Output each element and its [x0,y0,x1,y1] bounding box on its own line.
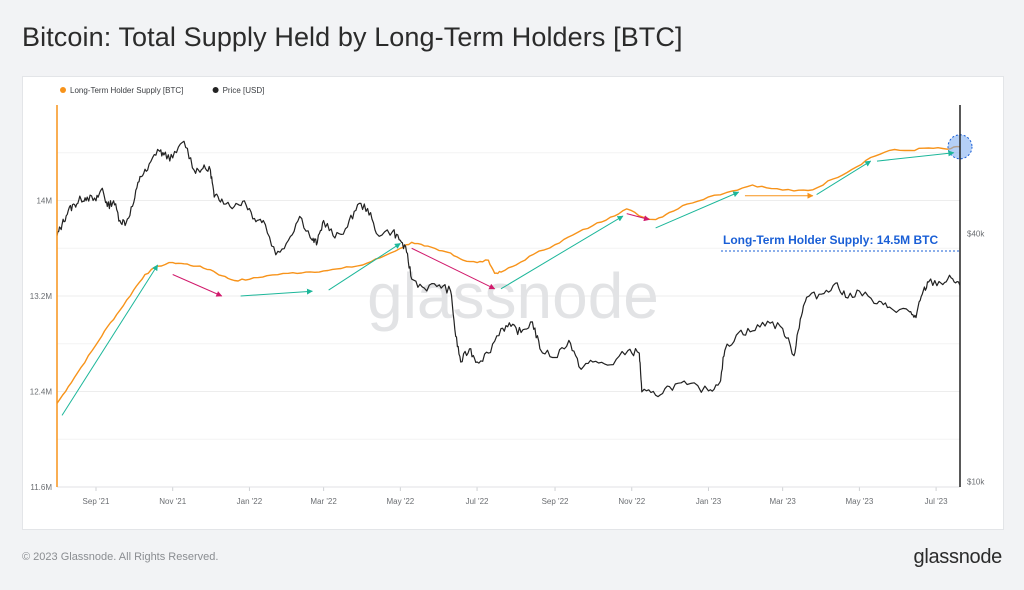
y-right-tick-label: $10k [967,478,985,487]
chart[interactable]: glassnode Long-Term Holder Supply: 14.5M… [23,77,1003,529]
x-tick-label: Mar '22 [310,497,337,506]
chart-panel: glassnode Long-Term Holder Supply: 14.5M… [22,76,1004,530]
trend-arrow [411,247,496,290]
x-tick-label: Jul '22 [466,497,489,506]
y-right-tick-label: $40k [967,229,985,238]
x-tick-label: Sep '22 [542,497,569,506]
legend-item-price[interactable]: Price [USD] [212,86,265,95]
x-tick-label: Mar '23 [769,497,796,506]
legend-label: Price [USD] [223,86,265,95]
trend-arrow [240,288,313,297]
watermark: glassnode [367,260,659,332]
trend-arrow [172,274,223,297]
y-left-tick-label: 12.4M [30,388,53,397]
legend-label: Long-Term Holder Supply [BTC] [70,86,183,95]
x-tick-label: Jan '22 [237,497,263,506]
footer-copyright: © 2023 Glassnode. All Rights Reserved. [22,551,219,563]
y-left-tick-label: 14M [36,197,52,206]
x-tick-label: May '22 [386,497,414,506]
callout-label: Long-Term Holder Supply: 14.5M BTC [723,233,938,247]
trend-arrow [500,215,624,290]
legend-dot [212,87,219,93]
legend-item-lth-supply[interactable]: Long-Term Holder Supply [BTC] [60,86,183,95]
trend-arrow [816,160,872,195]
trend-arrow [655,191,740,229]
page-title: Bitcoin: Total Supply Held by Long-Term … [22,22,683,52]
series-line-lth-supply [56,145,961,404]
trend-arrow [61,264,159,416]
x-tick-label: May '23 [846,497,874,506]
trend-arrow [626,213,650,222]
footer-logo[interactable]: glassnode [913,546,1003,568]
trend-arrow [328,243,401,291]
x-tick-label: Jan '23 [696,497,722,506]
x-tick-label: Sep '21 [83,497,110,506]
legend-dot [60,87,66,93]
x-tick-label: Nov '21 [159,497,186,506]
trend-arrow [876,150,955,162]
x-tick-label: Nov '22 [618,497,645,506]
y-left-tick-label: 11.6M [30,483,52,492]
legend[interactable]: Long-Term Holder Supply [BTC] Price [USD] [60,86,264,95]
series-line-price [56,140,961,398]
grid-layer [57,152,960,488]
x-tick-label: Jul '23 [925,497,948,506]
y-left-tick-label: 13.2M [30,292,53,301]
axis-layer: 11.6M 12.4M 13.2M 14M $10k $40k Sep '21 Nov '21… [30,105,985,506]
series-layer [56,140,961,404]
